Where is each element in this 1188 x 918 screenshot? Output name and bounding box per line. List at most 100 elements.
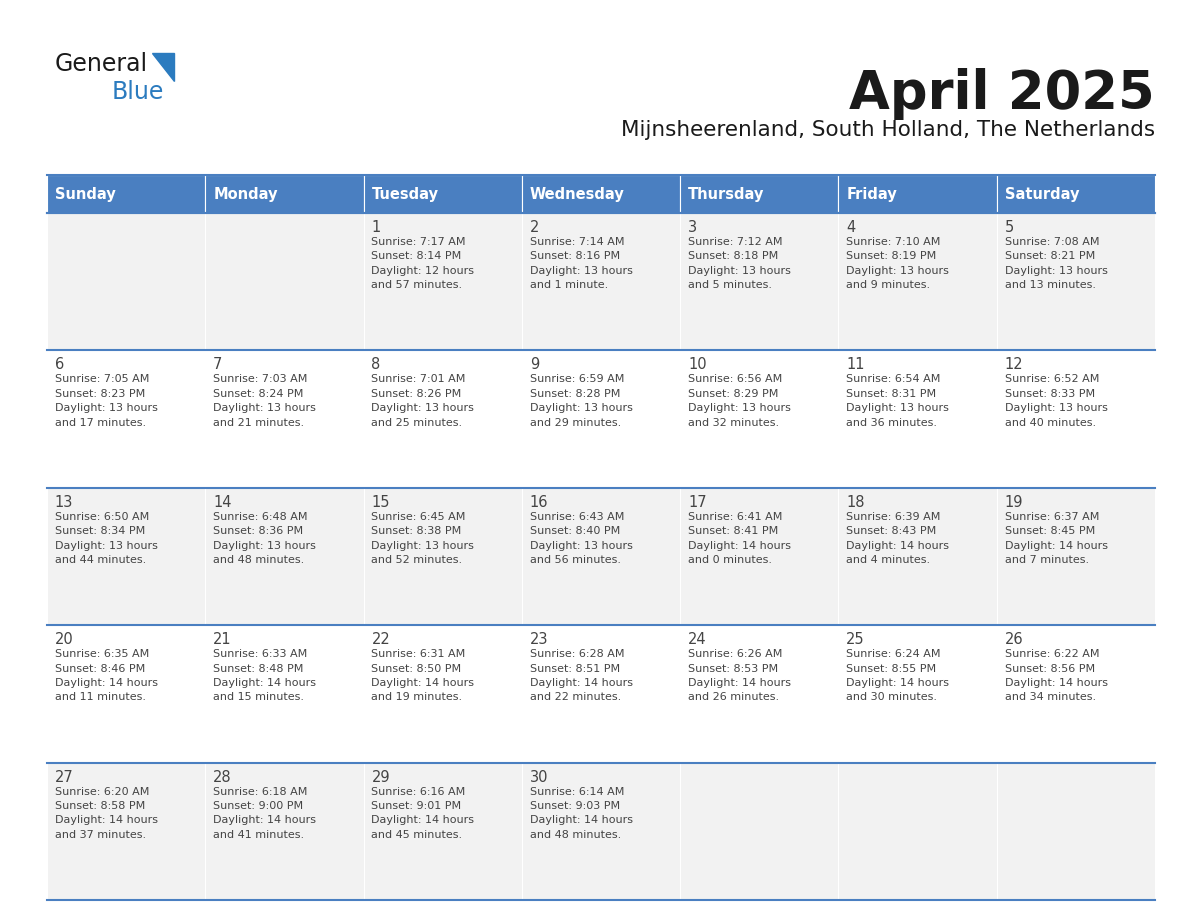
Bar xyxy=(364,213,522,351)
Text: Sunrise: 6:16 AM
Sunset: 9:01 PM
Daylight: 14 hours
and 45 minutes.: Sunrise: 6:16 AM Sunset: 9:01 PM Dayligh… xyxy=(372,787,474,840)
Text: 8: 8 xyxy=(372,357,380,373)
Bar xyxy=(206,351,364,487)
Text: Sunrise: 7:01 AM
Sunset: 8:26 PM
Daylight: 13 hours
and 25 minutes.: Sunrise: 7:01 AM Sunset: 8:26 PM Dayligh… xyxy=(372,375,474,428)
Text: 9: 9 xyxy=(530,357,539,373)
Text: 22: 22 xyxy=(372,633,390,647)
Bar xyxy=(681,763,839,900)
Text: Sunrise: 6:59 AM
Sunset: 8:28 PM
Daylight: 13 hours
and 29 minutes.: Sunrise: 6:59 AM Sunset: 8:28 PM Dayligh… xyxy=(530,375,633,428)
Text: Sunrise: 6:54 AM
Sunset: 8:31 PM
Daylight: 13 hours
and 36 minutes.: Sunrise: 6:54 AM Sunset: 8:31 PM Dayligh… xyxy=(846,375,949,428)
Bar xyxy=(48,213,206,351)
Text: 29: 29 xyxy=(372,769,390,785)
Text: 30: 30 xyxy=(530,769,549,785)
Text: Sunrise: 6:43 AM
Sunset: 8:40 PM
Daylight: 13 hours
and 56 minutes.: Sunrise: 6:43 AM Sunset: 8:40 PM Dayligh… xyxy=(530,512,633,565)
Text: Sunrise: 7:05 AM
Sunset: 8:23 PM
Daylight: 13 hours
and 17 minutes.: Sunrise: 7:05 AM Sunset: 8:23 PM Dayligh… xyxy=(55,375,158,428)
Bar xyxy=(839,763,997,900)
Text: Sunrise: 7:08 AM
Sunset: 8:21 PM
Daylight: 13 hours
and 13 minutes.: Sunrise: 7:08 AM Sunset: 8:21 PM Dayligh… xyxy=(1005,237,1107,290)
Bar xyxy=(364,175,522,213)
Text: Sunrise: 6:52 AM
Sunset: 8:33 PM
Daylight: 13 hours
and 40 minutes.: Sunrise: 6:52 AM Sunset: 8:33 PM Dayligh… xyxy=(1005,375,1107,428)
Bar xyxy=(839,351,997,487)
Bar xyxy=(364,351,522,487)
Text: Sunrise: 6:39 AM
Sunset: 8:43 PM
Daylight: 14 hours
and 4 minutes.: Sunrise: 6:39 AM Sunset: 8:43 PM Dayligh… xyxy=(846,512,949,565)
Text: 7: 7 xyxy=(213,357,222,373)
Text: 16: 16 xyxy=(530,495,549,509)
Bar xyxy=(681,625,839,763)
Bar xyxy=(48,625,206,763)
Text: 5: 5 xyxy=(1005,220,1013,235)
Text: Monday: Monday xyxy=(213,186,278,201)
Text: Sunrise: 6:33 AM
Sunset: 8:48 PM
Daylight: 14 hours
and 15 minutes.: Sunrise: 6:33 AM Sunset: 8:48 PM Dayligh… xyxy=(213,649,316,702)
Bar xyxy=(522,213,681,351)
Text: 18: 18 xyxy=(846,495,865,509)
Text: 23: 23 xyxy=(530,633,549,647)
Text: Saturday: Saturday xyxy=(1005,186,1079,201)
Text: Sunrise: 6:18 AM
Sunset: 9:00 PM
Daylight: 14 hours
and 41 minutes.: Sunrise: 6:18 AM Sunset: 9:00 PM Dayligh… xyxy=(213,787,316,840)
Text: Sunrise: 6:48 AM
Sunset: 8:36 PM
Daylight: 13 hours
and 48 minutes.: Sunrise: 6:48 AM Sunset: 8:36 PM Dayligh… xyxy=(213,512,316,565)
Bar xyxy=(997,213,1155,351)
Bar xyxy=(522,351,681,487)
Bar xyxy=(681,487,839,625)
Text: Sunrise: 6:20 AM
Sunset: 8:58 PM
Daylight: 14 hours
and 37 minutes.: Sunrise: 6:20 AM Sunset: 8:58 PM Dayligh… xyxy=(55,787,158,840)
Text: Sunrise: 6:37 AM
Sunset: 8:45 PM
Daylight: 14 hours
and 7 minutes.: Sunrise: 6:37 AM Sunset: 8:45 PM Dayligh… xyxy=(1005,512,1107,565)
Bar xyxy=(997,763,1155,900)
Text: Thursday: Thursday xyxy=(688,186,764,201)
Bar xyxy=(997,625,1155,763)
Bar xyxy=(48,175,206,213)
Text: 3: 3 xyxy=(688,220,697,235)
Text: 21: 21 xyxy=(213,633,232,647)
Bar xyxy=(997,175,1155,213)
Text: 4: 4 xyxy=(846,220,855,235)
Text: Sunrise: 6:22 AM
Sunset: 8:56 PM
Daylight: 14 hours
and 34 minutes.: Sunrise: 6:22 AM Sunset: 8:56 PM Dayligh… xyxy=(1005,649,1107,702)
Text: 27: 27 xyxy=(55,769,74,785)
Text: Sunrise: 6:45 AM
Sunset: 8:38 PM
Daylight: 13 hours
and 52 minutes.: Sunrise: 6:45 AM Sunset: 8:38 PM Dayligh… xyxy=(372,512,474,565)
Bar xyxy=(522,763,681,900)
Text: Wednesday: Wednesday xyxy=(530,186,625,201)
Text: 11: 11 xyxy=(846,357,865,373)
Bar xyxy=(522,175,681,213)
Text: 19: 19 xyxy=(1005,495,1023,509)
Text: 13: 13 xyxy=(55,495,74,509)
Text: April 2025: April 2025 xyxy=(849,68,1155,120)
Bar xyxy=(48,487,206,625)
Text: 17: 17 xyxy=(688,495,707,509)
Text: 26: 26 xyxy=(1005,633,1023,647)
Text: 1: 1 xyxy=(372,220,380,235)
Text: Sunrise: 6:56 AM
Sunset: 8:29 PM
Daylight: 13 hours
and 32 minutes.: Sunrise: 6:56 AM Sunset: 8:29 PM Dayligh… xyxy=(688,375,791,428)
Text: 6: 6 xyxy=(55,357,64,373)
Text: Blue: Blue xyxy=(112,80,164,104)
Text: Sunday: Sunday xyxy=(55,186,115,201)
Bar xyxy=(48,351,206,487)
Text: 15: 15 xyxy=(372,495,390,509)
Text: Sunrise: 6:14 AM
Sunset: 9:03 PM
Daylight: 14 hours
and 48 minutes.: Sunrise: 6:14 AM Sunset: 9:03 PM Dayligh… xyxy=(530,787,633,840)
Text: Mijnsheerenland, South Holland, The Netherlands: Mijnsheerenland, South Holland, The Neth… xyxy=(621,120,1155,140)
Bar xyxy=(206,625,364,763)
Bar xyxy=(206,213,364,351)
Text: 25: 25 xyxy=(846,633,865,647)
Bar xyxy=(48,763,206,900)
Bar xyxy=(681,175,839,213)
Bar xyxy=(206,763,364,900)
Bar xyxy=(364,487,522,625)
Bar xyxy=(522,625,681,763)
Text: 10: 10 xyxy=(688,357,707,373)
Text: Sunrise: 6:26 AM
Sunset: 8:53 PM
Daylight: 14 hours
and 26 minutes.: Sunrise: 6:26 AM Sunset: 8:53 PM Dayligh… xyxy=(688,649,791,702)
Text: 24: 24 xyxy=(688,633,707,647)
Bar xyxy=(997,487,1155,625)
Bar xyxy=(364,763,522,900)
Bar xyxy=(206,175,364,213)
Text: Sunrise: 7:12 AM
Sunset: 8:18 PM
Daylight: 13 hours
and 5 minutes.: Sunrise: 7:12 AM Sunset: 8:18 PM Dayligh… xyxy=(688,237,791,290)
Text: Sunrise: 6:28 AM
Sunset: 8:51 PM
Daylight: 14 hours
and 22 minutes.: Sunrise: 6:28 AM Sunset: 8:51 PM Dayligh… xyxy=(530,649,633,702)
Text: Sunrise: 7:03 AM
Sunset: 8:24 PM
Daylight: 13 hours
and 21 minutes.: Sunrise: 7:03 AM Sunset: 8:24 PM Dayligh… xyxy=(213,375,316,428)
Text: Sunrise: 6:35 AM
Sunset: 8:46 PM
Daylight: 14 hours
and 11 minutes.: Sunrise: 6:35 AM Sunset: 8:46 PM Dayligh… xyxy=(55,649,158,702)
Bar xyxy=(839,625,997,763)
Text: 12: 12 xyxy=(1005,357,1023,373)
Bar xyxy=(364,625,522,763)
Text: Sunrise: 6:31 AM
Sunset: 8:50 PM
Daylight: 14 hours
and 19 minutes.: Sunrise: 6:31 AM Sunset: 8:50 PM Dayligh… xyxy=(372,649,474,702)
Text: 28: 28 xyxy=(213,769,232,785)
Text: Sunrise: 6:50 AM
Sunset: 8:34 PM
Daylight: 13 hours
and 44 minutes.: Sunrise: 6:50 AM Sunset: 8:34 PM Dayligh… xyxy=(55,512,158,565)
Bar xyxy=(681,213,839,351)
Text: Sunrise: 6:41 AM
Sunset: 8:41 PM
Daylight: 14 hours
and 0 minutes.: Sunrise: 6:41 AM Sunset: 8:41 PM Dayligh… xyxy=(688,512,791,565)
Text: 2: 2 xyxy=(530,220,539,235)
Text: Sunrise: 6:24 AM
Sunset: 8:55 PM
Daylight: 14 hours
and 30 minutes.: Sunrise: 6:24 AM Sunset: 8:55 PM Dayligh… xyxy=(846,649,949,702)
Text: Sunrise: 7:14 AM
Sunset: 8:16 PM
Daylight: 13 hours
and 1 minute.: Sunrise: 7:14 AM Sunset: 8:16 PM Dayligh… xyxy=(530,237,633,290)
Bar xyxy=(839,213,997,351)
